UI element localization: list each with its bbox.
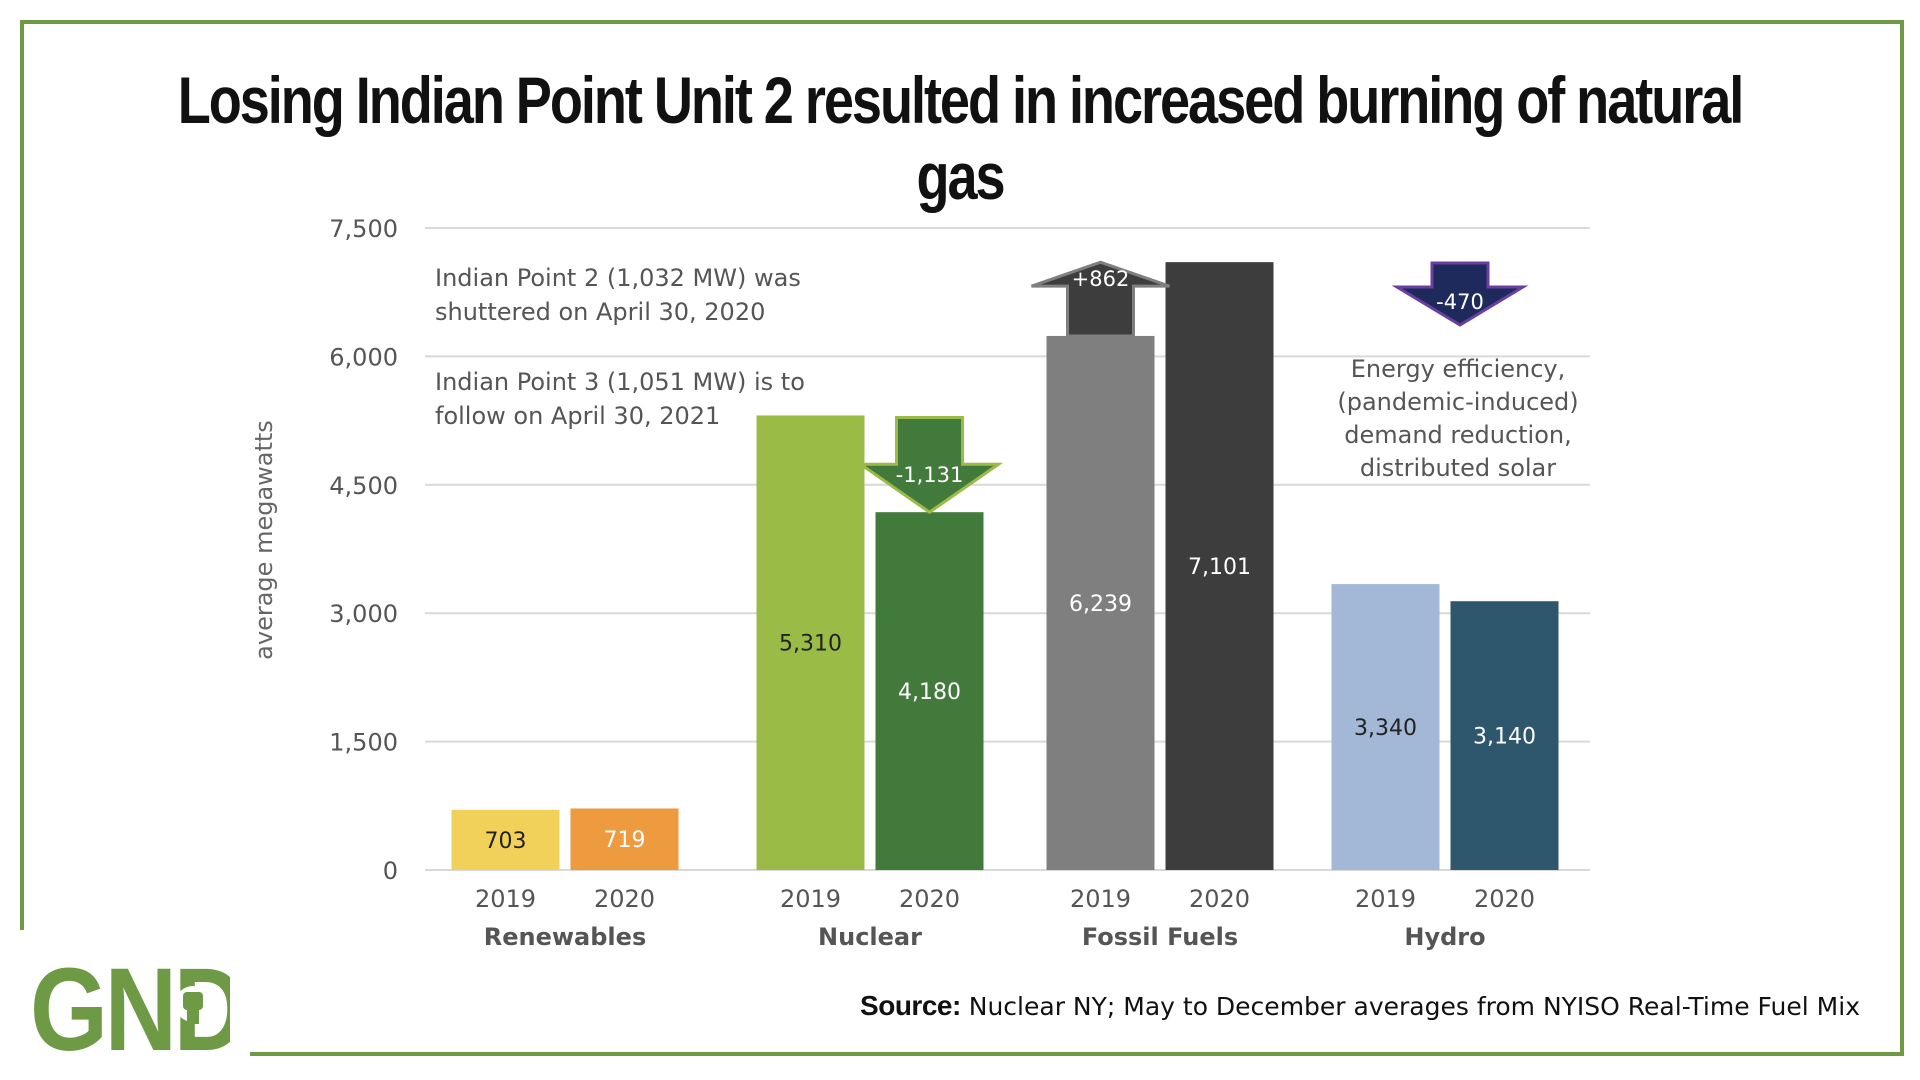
annotation-hydro-note: demand reduction, [1344,421,1572,449]
year-label: 2019 [1070,885,1131,913]
annotation-indian-point-3: Indian Point 3 (1,051 MW) is to [435,368,805,396]
annotation-hydro-note: Energy efficiency, [1351,355,1566,383]
year-label: 2020 [1474,885,1535,913]
y-axis-ticks: 0 1,500 3,000 4,500 6,000 7,500 [329,215,398,885]
bar-value-label: 5,310 [779,632,842,657]
bar [1450,601,1559,870]
bar-value-label: 3,340 [1354,716,1417,741]
y-tick-label: 0 [383,857,398,885]
bar-value-label: 719 [604,828,646,853]
y-tick-label: 4,500 [329,472,398,500]
bar [451,809,560,870]
bar-value-label: 6,239 [1069,592,1132,617]
annotation-hydro-note: (pandemic-induced) [1337,388,1578,416]
source-note: Source: Nuclear NY; May to December aver… [860,990,1860,1022]
bar [1331,584,1440,870]
category-label: Fossil Fuels [1082,923,1238,951]
year-label: 2020 [899,885,960,913]
bar-value-label: 7,101 [1188,555,1251,580]
category-label: Hydro [1404,923,1485,951]
bar [756,415,865,870]
x-axis-labels: 2019 2020 Renewables 2019 2020 Nuclear 2019 202… [475,885,1535,951]
y-tick-label: 3,000 [329,600,398,628]
change-arrows: -1,131 +862 -470 [855,260,1529,515]
annotation-indian-point-2: shuttered on April 30, 2020 [435,298,765,326]
annotation-hydro-note: distributed solar [1360,454,1556,482]
year-label: 2019 [780,885,841,913]
bar [570,808,679,870]
slide-frame [20,20,1904,1056]
annotations: Indian Point 2 (1,032 MW) was shuttered o… [435,264,1579,482]
bar [875,512,984,870]
change-arrow [855,415,1004,515]
source-text: Nuclear NY; May to December averages fro… [968,992,1860,1021]
change-arrow [1031,260,1170,338]
source-label: Source: [860,990,961,1021]
category-label: Renewables [484,923,646,951]
change-arrow-label: +862 [1072,267,1130,291]
year-label: 2020 [1189,885,1250,913]
change-arrow-label: -1,131 [896,463,964,487]
bar-value-label: 4,180 [898,680,961,705]
y-tick-label: 1,500 [329,729,398,757]
y-tick-label: 7,500 [329,215,398,243]
year-label: 2019 [475,885,536,913]
y-axis-label: average megawatts [250,420,278,660]
annotation-indian-point-2: Indian Point 2 (1,032 MW) was [435,264,801,292]
y-tick-label: 6,000 [329,343,398,371]
bar [1165,262,1274,870]
bar [1046,335,1155,870]
year-label: 2020 [594,885,655,913]
change-arrow-label: -470 [1436,290,1484,314]
change-arrow [1391,261,1529,327]
raised-fist-icon [175,986,211,1024]
category-label: Nuclear [818,923,922,951]
chart-title: Losing Indian Point Unit 2 resulted in i… [177,63,1745,213]
year-label: 2019 [1355,885,1416,913]
bar-value-label: 3,140 [1473,725,1536,750]
gnd-logo: GND [30,950,230,1060]
bar-value-label: 703 [485,829,527,854]
annotation-indian-point-3: follow on April 30, 2021 [435,402,720,430]
bars: 703 719 5,310 4,180 6,239 7,101 3,340 3,140 [451,262,1559,870]
